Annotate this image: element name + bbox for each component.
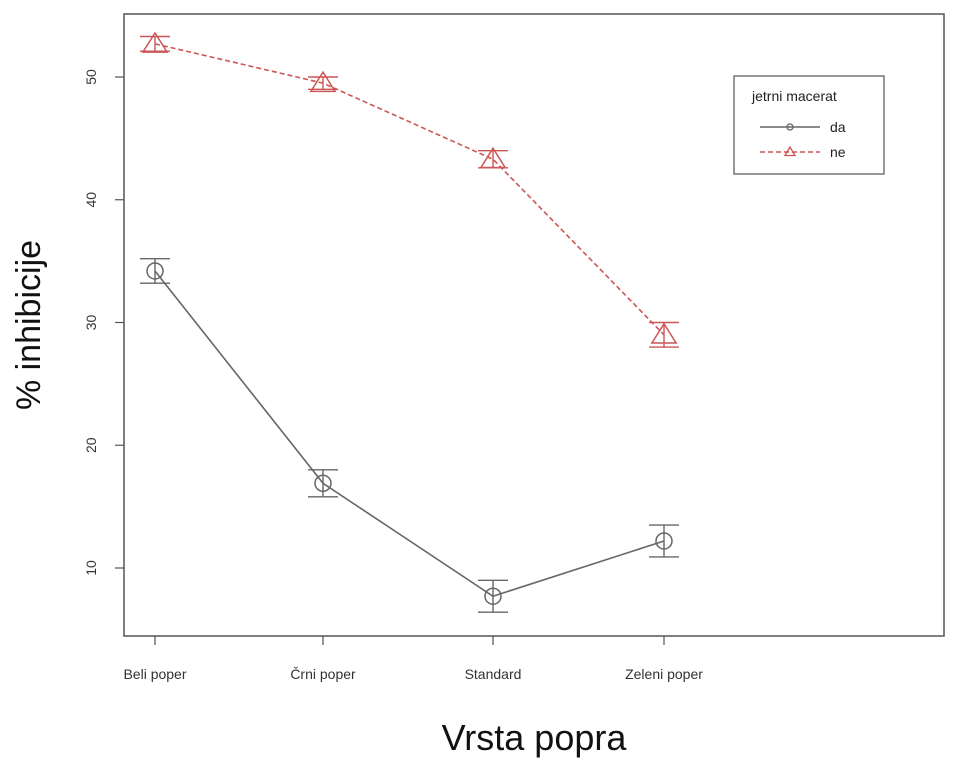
legend-marker-da bbox=[786, 123, 794, 131]
legend-label-da: da bbox=[830, 119, 846, 135]
legend-label-ne: ne bbox=[830, 144, 846, 160]
series-ne bbox=[140, 31, 679, 348]
y-axis: 10 20 30 40 50 bbox=[83, 69, 124, 576]
data-point bbox=[655, 532, 673, 550]
y-tick-label: 40 bbox=[83, 192, 99, 208]
x-axis-title: Vrsta popra bbox=[442, 717, 628, 758]
y-tick-label: 20 bbox=[83, 437, 99, 453]
x-axis: Beli poper Črni poper Standard Zeleni poper bbox=[123, 636, 703, 682]
x-tick-label: Zeleni poper bbox=[625, 666, 703, 682]
y-tick-label: 50 bbox=[83, 69, 99, 85]
data-point bbox=[650, 322, 678, 344]
y-tick-label: 30 bbox=[83, 315, 99, 331]
data-point bbox=[309, 70, 337, 93]
data-point bbox=[146, 262, 164, 280]
y-axis-title: % inhibicije bbox=[10, 240, 48, 410]
data-point bbox=[479, 146, 507, 169]
series-line-da bbox=[154, 270, 665, 598]
data-point bbox=[314, 474, 332, 493]
x-tick-label: Beli poper bbox=[123, 666, 186, 682]
series-layer bbox=[140, 31, 679, 613]
series-da bbox=[140, 257, 679, 613]
x-tick-label: Črni poper bbox=[290, 666, 356, 682]
plot-frame bbox=[123, 13, 945, 637]
legend-box bbox=[733, 75, 885, 175]
data-point bbox=[141, 31, 169, 53]
legend-entries: da ne bbox=[760, 119, 846, 160]
y-tick-label: 10 bbox=[83, 560, 99, 576]
x-tick-label: Standard bbox=[465, 666, 522, 682]
legend-title: jetrni macerat bbox=[751, 88, 837, 104]
series-line-ne bbox=[154, 43, 665, 336]
legend: jetrni macerat da ne bbox=[733, 75, 885, 175]
data-point bbox=[484, 587, 502, 605]
legend-marker-ne bbox=[783, 145, 797, 157]
